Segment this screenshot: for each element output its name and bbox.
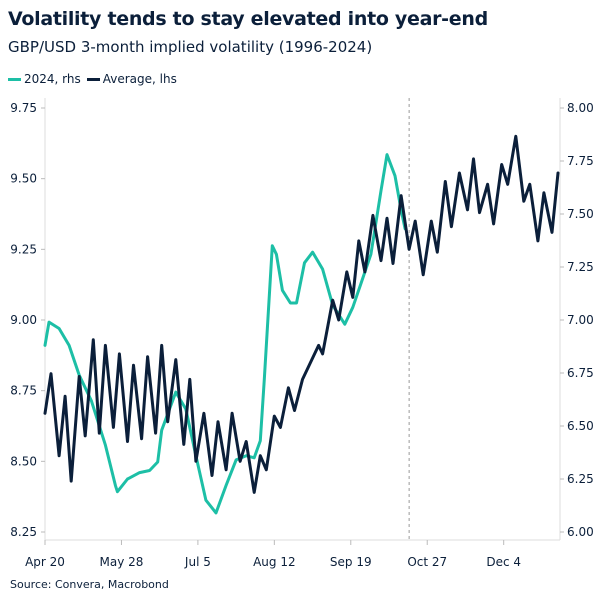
x-tick-label: Apr 20 [25,555,65,569]
series-line-average [43,134,560,494]
legend-item-average: Average, lhs [86,72,177,86]
x-tick-label: Dec 4 [486,555,521,569]
legend-swatch-average [86,78,100,81]
left-tick-label: 9.50 [10,172,37,186]
legend-swatch-2024 [8,78,21,81]
left-tick-label: 9.25 [10,242,37,256]
right-tick-label: 6.00 [567,525,594,539]
left-tick-label: 9.00 [10,313,37,327]
series-line-2024 [43,153,407,515]
legend-label: 2024, rhs [24,72,81,86]
right-tick-label: 7.75 [567,154,594,168]
x-tick-label: Jul 5 [184,555,211,569]
legend-item-2024: 2024, rhs [8,72,81,86]
right-tick-label: 8.00 [567,101,594,115]
right-tick-label: 7.25 [567,260,594,274]
right-tick-label: 7.00 [567,313,594,327]
right-tick-label: 6.50 [567,419,594,433]
right-tick-label: 7.50 [567,207,594,221]
source-note: Source: Convera, Macrobond [10,578,169,591]
legend: 2024, rhs Average, lhs [8,72,177,86]
left-tick-label: 8.25 [10,525,37,539]
x-tick-label: Sep 19 [330,555,372,569]
right-tick-label: 6.75 [567,366,594,380]
chart-title: Volatility tends to stay elevated into y… [8,8,488,30]
x-tick-label: Oct 27 [407,555,447,569]
x-tick-label: May 28 [99,555,143,569]
right-tick-label: 6.25 [567,472,594,486]
left-tick-label: 8.75 [10,384,37,398]
left-tick-label: 9.75 [10,101,37,115]
legend-label: Average, lhs [102,72,177,86]
x-tick-label: Aug 12 [253,555,296,569]
chart-subtitle: GBP/USD 3-month implied volatility (1996… [8,38,373,56]
left-tick-label: 8.50 [10,454,37,468]
